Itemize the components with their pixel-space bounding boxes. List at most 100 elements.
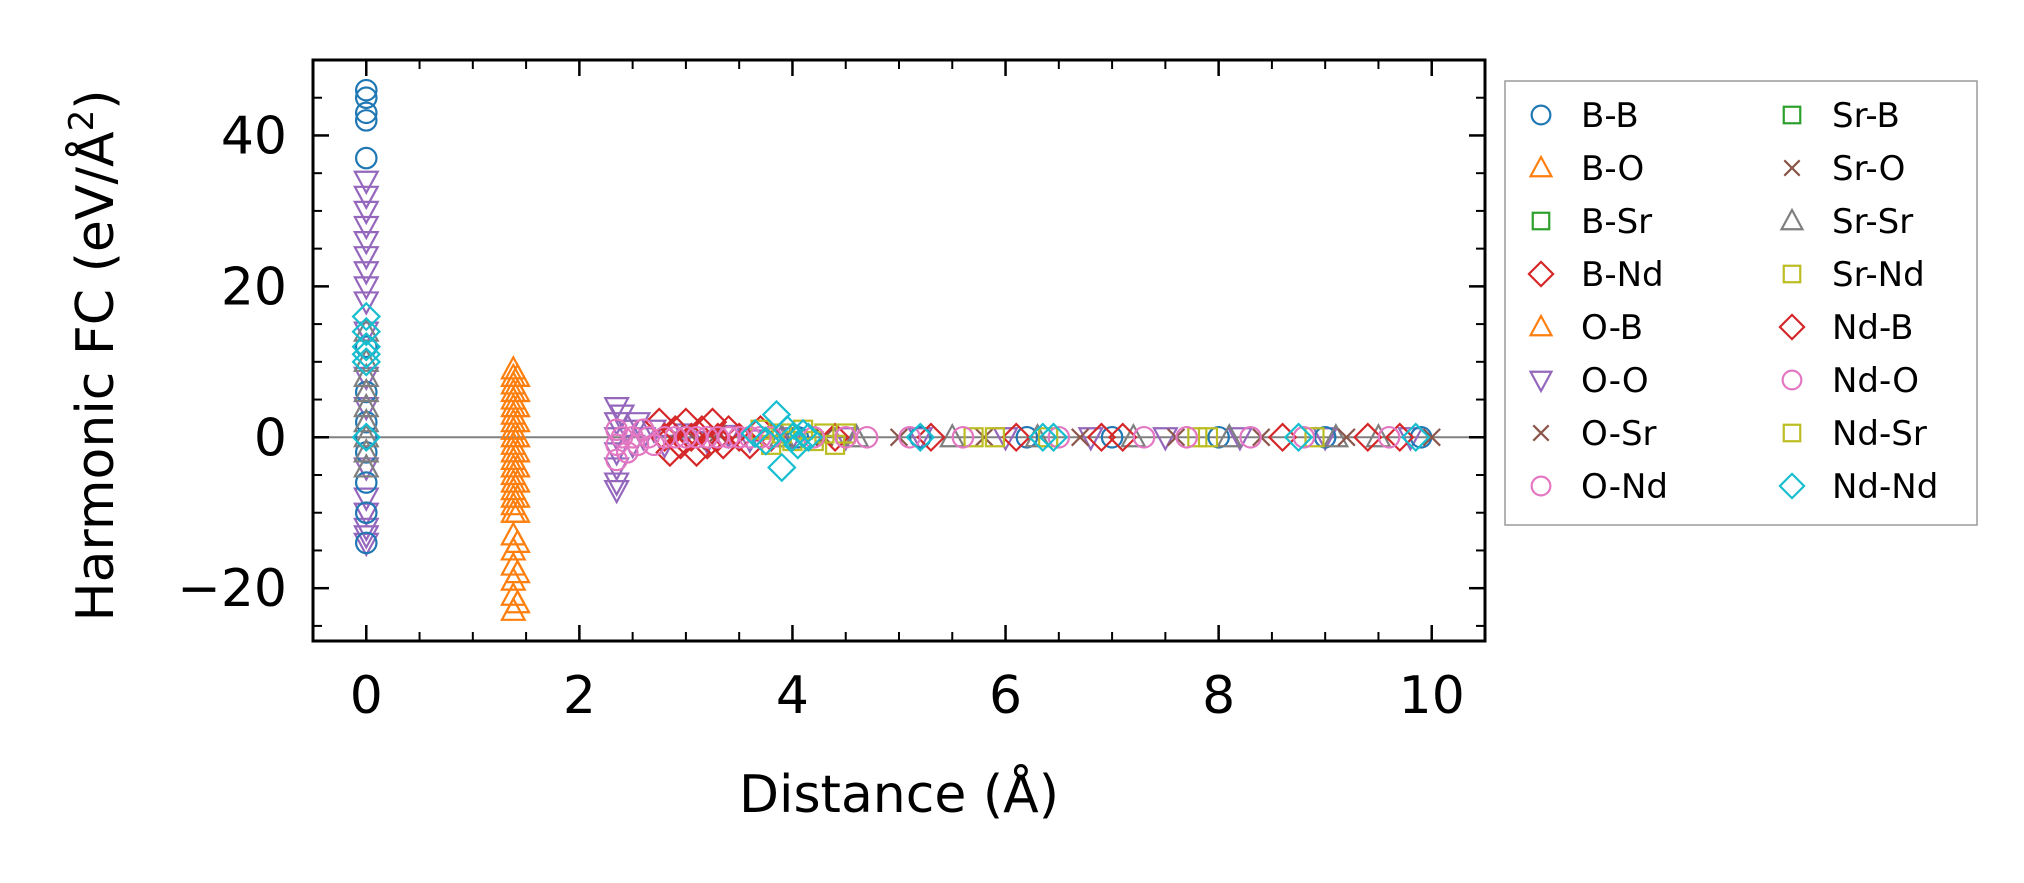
data-point (676, 422, 706, 453)
legend-label: B-Sr (1581, 202, 1652, 242)
data-point (1001, 422, 1031, 453)
y-tick-label: 40 (221, 106, 287, 166)
data-point (504, 558, 531, 584)
y-tick-label: 20 (221, 257, 287, 317)
data-point (687, 414, 717, 445)
data-point (992, 427, 1019, 452)
data-point (603, 472, 630, 497)
data-point (500, 581, 527, 606)
data-point (353, 502, 380, 528)
data-point (353, 377, 380, 403)
legend-label: O-Nd (1581, 467, 1668, 507)
legend-entry: O-B (1528, 308, 1643, 348)
series-b-o (500, 355, 531, 621)
data-point (354, 335, 378, 359)
legend-marker (1778, 313, 1806, 341)
legend-entry: B-Nd (1527, 255, 1664, 295)
data-point (500, 362, 527, 388)
data-point (500, 392, 527, 418)
data-point (500, 415, 527, 440)
data-point (963, 427, 984, 448)
data-point (504, 422, 531, 448)
legend-entry: B-Sr (1531, 202, 1652, 242)
data-point (353, 276, 380, 301)
legend-marker (1782, 105, 1802, 125)
data-point (353, 525, 380, 550)
data-point (353, 215, 380, 241)
data-point (603, 479, 630, 505)
data-point (500, 551, 527, 576)
data-point (951, 425, 975, 449)
data-point (751, 426, 781, 456)
x-tick-label: 8 (1202, 666, 1235, 726)
data-point (500, 422, 527, 448)
data-point (1077, 427, 1105, 452)
axes: 0 2 4 6 8 10 −20 0 20 40 (177, 58, 1487, 726)
data-point (832, 427, 859, 452)
legend-label: O-Sr (1581, 414, 1657, 454)
data-point (500, 483, 527, 508)
data-point (843, 422, 870, 448)
data-point (907, 427, 934, 452)
legend-label: Sr-O (1832, 149, 1905, 189)
legend-label: B-Nd (1581, 255, 1664, 295)
data-point (354, 109, 378, 132)
legend-label: B-B (1581, 96, 1639, 136)
data-point (500, 453, 527, 478)
data-point (353, 261, 380, 286)
legend-entry: Sr-O (1783, 149, 1905, 189)
data-point (1422, 428, 1441, 447)
data-point (353, 517, 380, 543)
x-tick-label: 2 (563, 666, 596, 726)
data-point (1070, 428, 1090, 447)
data-point (353, 453, 380, 478)
data-point (354, 101, 378, 125)
legend-entry: B-O (1528, 149, 1644, 189)
data-point (351, 301, 382, 332)
legend-marker (1528, 154, 1554, 178)
data-point (351, 316, 382, 347)
legend-label: B-O (1581, 149, 1644, 189)
series-b-b (354, 78, 1433, 555)
data-point (500, 475, 527, 501)
data-point (640, 419, 668, 445)
data-point (354, 78, 378, 102)
data-point (1385, 422, 1415, 453)
data-point (1311, 427, 1339, 452)
x-axis-label: Distance (Å) (739, 763, 1059, 825)
data-point (1038, 422, 1069, 453)
data-point (354, 471, 378, 494)
data-point (504, 483, 531, 508)
legend-box (1504, 80, 1978, 526)
data-point (504, 362, 531, 388)
data-point (504, 468, 531, 493)
x-tick-label: 6 (989, 666, 1022, 726)
data-point (504, 438, 531, 463)
data-point (1107, 422, 1138, 453)
y-axis-label-main: Harmonic FC (eV/Å (64, 131, 126, 622)
legend-marker (1781, 369, 1803, 391)
data-point (500, 490, 527, 516)
data-point (855, 425, 879, 449)
data-point (1120, 422, 1147, 448)
data-point (353, 185, 380, 211)
legend-entry: O-Nd (1530, 467, 1668, 507)
legend-entry: Nd-B (1778, 308, 1913, 348)
legend-label: Sr-Sr (1832, 202, 1913, 242)
data-point (504, 588, 531, 614)
data-point (351, 339, 382, 370)
data-point (637, 425, 660, 449)
data-point (500, 370, 527, 395)
data-point (353, 487, 380, 512)
data-point (500, 536, 527, 561)
data-point (1304, 427, 1325, 448)
data-point (898, 425, 921, 449)
data-point (1377, 425, 1401, 449)
y-axis-label-superscript: 2 (62, 110, 102, 132)
data-point (504, 392, 531, 418)
data-point (909, 425, 932, 449)
legend-entry: Nd-Nd (1778, 467, 1938, 507)
series-o-nd (605, 418, 1401, 472)
legend-entry: O-O (1528, 361, 1649, 401)
